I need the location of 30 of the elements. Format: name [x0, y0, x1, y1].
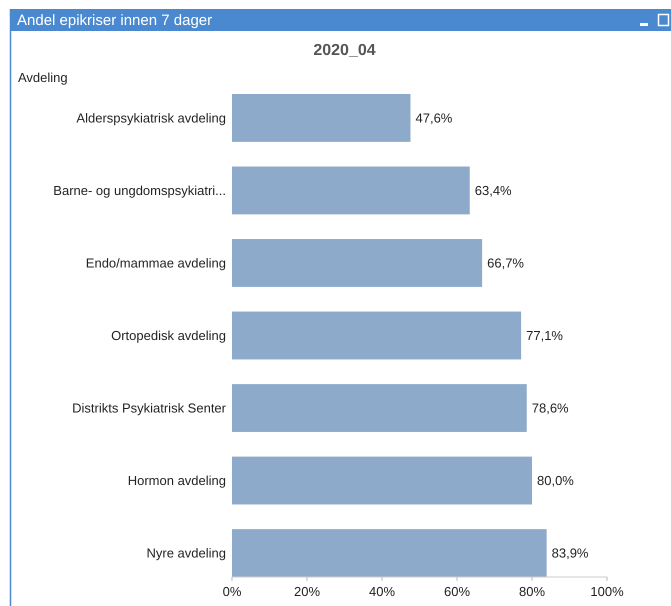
x-tick-label: 80%	[518, 584, 546, 600]
y-tick-label: Endo/mammae avdeling	[86, 256, 226, 271]
x-tick-label: 0%	[222, 584, 242, 600]
bar	[232, 166, 470, 214]
y-tick-label: Barne- og ungdomspsykiatri...	[53, 183, 226, 198]
data-label: 47,6%	[416, 110, 453, 126]
y-tick-label: Nyre avdeling	[146, 546, 226, 561]
bar	[232, 94, 410, 142]
chart-subtitle: 2020_04	[313, 42, 376, 59]
bar	[232, 529, 547, 577]
bar	[232, 239, 482, 287]
bar	[232, 384, 527, 432]
chart-title: Andel epikriser innen 7 dager	[17, 12, 212, 29]
y-tick-label: Alderspsykiatrisk avdeling	[76, 110, 226, 126]
data-label: 80,0%	[537, 473, 574, 488]
y-tick-label: Ortopedisk avdeling	[111, 328, 226, 344]
x-tick-label: 20%	[294, 584, 320, 600]
data-label: 66,7%	[487, 256, 524, 271]
y-axis-title: Avdeling	[18, 70, 68, 85]
y-tick-label: Distrikts Psykiatrisk Senter	[72, 400, 227, 416]
data-label: 83,9%	[552, 546, 589, 561]
data-label: 77,1%	[526, 328, 564, 344]
data-label: 63,4%	[474, 183, 512, 198]
data-label: 78,6%	[532, 400, 570, 416]
x-tick-label: 60%	[444, 584, 470, 600]
bar	[232, 456, 532, 504]
x-tick-label: 40%	[368, 584, 396, 600]
y-tick-label: Hormon avdeling	[128, 473, 226, 488]
x-tick-label: 100%	[590, 584, 624, 600]
bar	[232, 312, 522, 360]
